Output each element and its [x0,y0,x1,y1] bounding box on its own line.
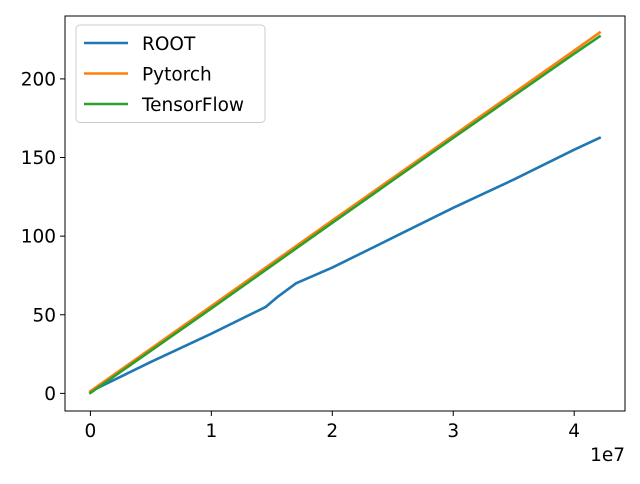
legend-label-root: ROOT [142,34,196,55]
series-line-pytorch [88,30,602,394]
series-line-tensorflow [88,34,602,395]
tick-layer: 0 1 2 3 4 0 50 100 150 200 1e7 [21,69,625,466]
y-tick-label: 150 [21,148,56,169]
x-tick-label: 1 [205,421,217,442]
legend: ROOT Pytorch TensorFlow [75,24,266,123]
y-tick-label: 50 [32,305,56,326]
x-tick-label: 3 [447,421,459,442]
y-tick-label: 200 [21,69,56,90]
series-layer [88,30,602,395]
legend-label-pytorch: Pytorch [142,65,212,86]
axes-frame [64,15,626,412]
x-offset-label: 1e7 [590,445,625,466]
x-tick-label: 2 [326,421,338,442]
y-tick-label: 100 [21,227,56,248]
x-tick-label: 0 [85,421,97,442]
legend-box [75,24,266,123]
y-tick-label: 0 [44,384,56,405]
plot-frame [64,15,626,412]
series-line-root [88,136,602,394]
legend-label-tensorflow: TensorFlow [141,95,244,116]
x-tick-label: 4 [568,421,580,442]
